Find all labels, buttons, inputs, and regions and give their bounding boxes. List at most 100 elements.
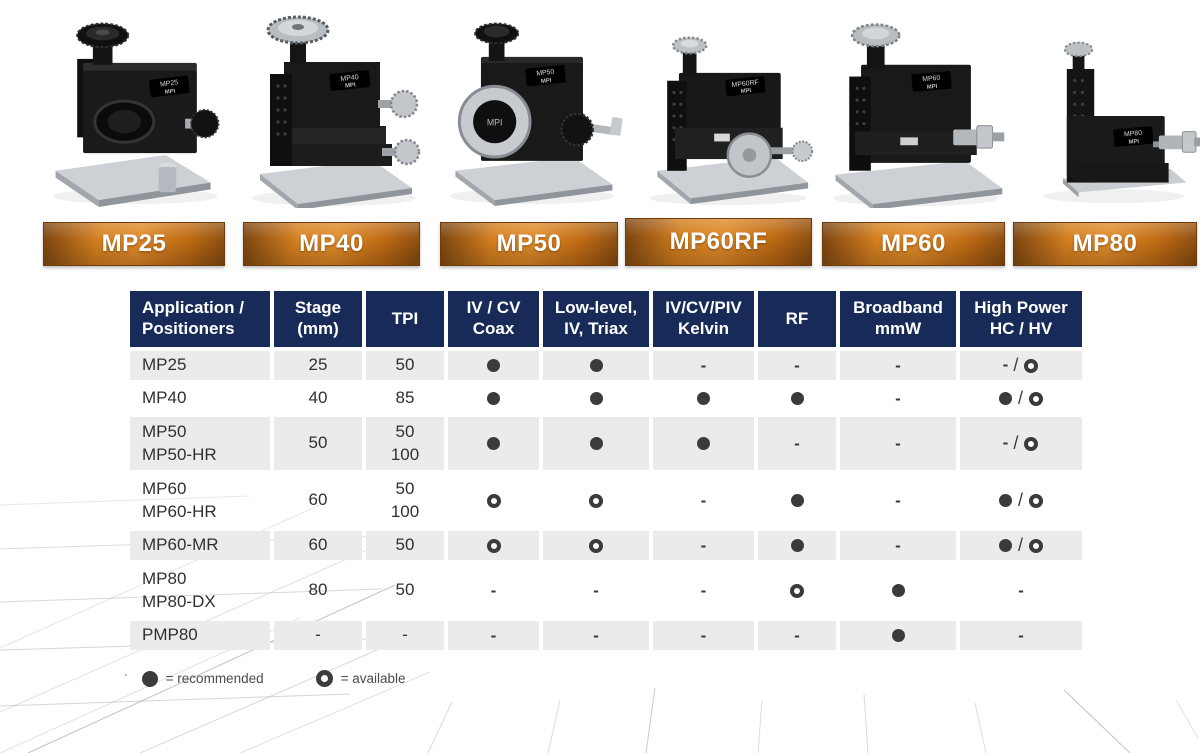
symbol-cell: - bbox=[960, 564, 1082, 617]
available-ring bbox=[1024, 358, 1039, 373]
none-dash: - bbox=[700, 580, 707, 600]
symbol-cell: - bbox=[543, 564, 649, 617]
header-cell: Application / Positioners bbox=[130, 291, 270, 347]
device-label-text: MP60RF bbox=[731, 79, 759, 89]
positioner-cell: MP40 bbox=[142, 388, 187, 408]
table-row: MP50 MP50-HR 50 50 100- - - / bbox=[130, 417, 1082, 470]
positioner-cell: MP60-MR bbox=[130, 531, 270, 560]
product-photo-mp50: MP50 MPI MPI bbox=[432, 0, 628, 212]
symbol-cell bbox=[543, 417, 649, 470]
device-brand-text: MPI bbox=[165, 89, 176, 96]
symbol-cell bbox=[543, 351, 649, 380]
table-row: MP25 25 50- - - - / bbox=[130, 351, 1082, 380]
symbol-cell bbox=[758, 384, 836, 413]
recommended-dot bbox=[998, 539, 1012, 552]
tpi-cell: 50 100 bbox=[366, 417, 444, 470]
device-label-text: MP50 bbox=[536, 69, 555, 78]
product-label-mp60: MP60 bbox=[822, 222, 1005, 266]
symbol-cell bbox=[543, 474, 649, 527]
symbol-cell bbox=[543, 531, 649, 560]
product-label-mp80: MP80 bbox=[1013, 222, 1197, 266]
separator-slash: / bbox=[1013, 432, 1019, 453]
tpi-cell: 50 100 bbox=[390, 479, 420, 521]
product-photo-mp80: MP80 MPI bbox=[1010, 0, 1200, 212]
recommended-dot bbox=[790, 539, 804, 553]
symbol-cell bbox=[448, 384, 539, 413]
product-label-mp50: MP50 bbox=[440, 222, 618, 266]
available-label: = available bbox=[340, 671, 406, 686]
header-cell: RF bbox=[758, 291, 836, 347]
header-cell: TPI bbox=[366, 291, 444, 347]
symbol-cell: - bbox=[840, 351, 956, 380]
recommended-dot bbox=[697, 437, 710, 451]
tpi-cell: 50 bbox=[395, 580, 415, 600]
positioner-cell: MP80 MP80-DX bbox=[142, 569, 216, 611]
symbol-cell bbox=[758, 531, 836, 560]
recommended-dot bbox=[697, 392, 710, 406]
symbol-cell: - bbox=[840, 531, 956, 560]
symbol-cell bbox=[543, 384, 649, 413]
recommended-dot bbox=[589, 392, 603, 406]
stage-cell: 80 bbox=[308, 580, 328, 600]
none-dash: - bbox=[700, 490, 707, 510]
none-dash: - bbox=[700, 535, 707, 555]
separator-slash: / bbox=[1013, 354, 1019, 375]
header-cell: Stage (mm) bbox=[274, 291, 362, 347]
device-label-text: MP25 bbox=[160, 79, 179, 88]
symbol-cell: / bbox=[960, 531, 1082, 560]
device-label-text: MP80 bbox=[1124, 130, 1143, 139]
header-cell: Broadband mmW bbox=[840, 291, 956, 347]
device-label-text: MP60 bbox=[922, 75, 941, 84]
positioner-cell: PMP80 bbox=[130, 621, 270, 650]
stage-cell: - bbox=[274, 621, 362, 650]
symbol-cell bbox=[448, 417, 539, 470]
available-ring bbox=[589, 538, 603, 553]
recommended-dot bbox=[790, 494, 804, 508]
symbol-cell: - bbox=[758, 417, 836, 470]
available-ring bbox=[790, 583, 804, 598]
recommended-dot bbox=[891, 629, 905, 643]
device-brand-text: MPI bbox=[740, 88, 751, 95]
product-label-mp40: MP40 bbox=[243, 222, 420, 266]
footnote-mark: · bbox=[124, 668, 128, 681]
separator-slash: / bbox=[1017, 534, 1023, 555]
header-cell: IV/CV/PIV Kelvin bbox=[653, 291, 754, 347]
recommended-dot bbox=[487, 392, 500, 406]
table-row: MP60-MR 60 50 - - / bbox=[130, 531, 1082, 560]
tpi-cell: 50 bbox=[366, 531, 444, 560]
symbol-cell bbox=[653, 384, 754, 413]
symbol-cell bbox=[758, 474, 836, 527]
none-dash: - bbox=[794, 355, 800, 375]
product-photo-mp40: MP40 MPI bbox=[232, 0, 428, 212]
tpi-cell: - bbox=[366, 621, 444, 650]
none-dash: - bbox=[1018, 580, 1024, 600]
product-photo-mp60: MP60 MPI bbox=[816, 0, 1012, 212]
none-dash: - bbox=[700, 625, 707, 645]
header-cell: High Power HC / HV bbox=[960, 291, 1082, 347]
none-dash: - bbox=[1002, 355, 1009, 375]
none-dash: - bbox=[895, 535, 901, 555]
available-ring bbox=[1024, 436, 1039, 451]
none-dash: - bbox=[895, 490, 901, 510]
none-dash: - bbox=[895, 433, 901, 453]
symbol-cell: - bbox=[840, 474, 956, 527]
symbol-cell: - bbox=[653, 531, 754, 560]
none-dash: - bbox=[490, 625, 497, 645]
symbol-cell: - bbox=[448, 564, 539, 617]
stage-cell: 25 bbox=[274, 351, 362, 380]
symbol-cell: - bbox=[758, 621, 836, 650]
device-label-text: MP40 bbox=[340, 74, 359, 83]
none-dash: - bbox=[593, 580, 599, 600]
header-cell: IV / CV Coax bbox=[448, 291, 539, 347]
symbol-cell: - bbox=[758, 351, 836, 380]
none-dash: - bbox=[700, 355, 707, 375]
symbol-cell: / bbox=[960, 384, 1082, 413]
positioner-cell: MP50 MP50-HR bbox=[130, 417, 270, 470]
symbol-cell: - bbox=[543, 621, 649, 650]
stage-cell: 50 bbox=[274, 417, 362, 470]
recommended-dot bbox=[589, 359, 603, 373]
recommended-dot-icon bbox=[141, 670, 158, 687]
available-ring bbox=[1029, 493, 1043, 508]
none-dash: - bbox=[593, 625, 599, 645]
device-dial-brand-text: MPI bbox=[487, 118, 503, 128]
